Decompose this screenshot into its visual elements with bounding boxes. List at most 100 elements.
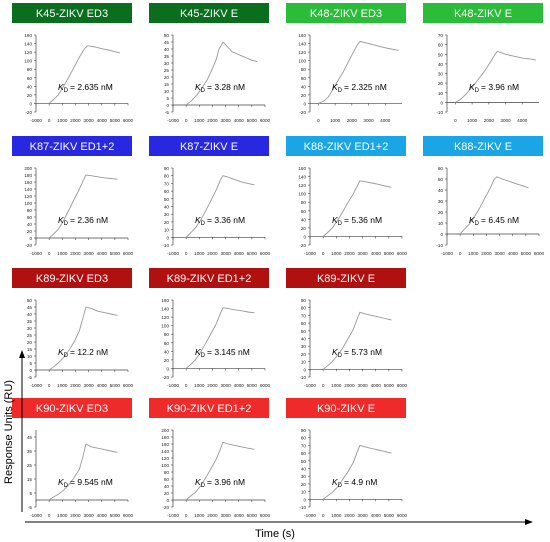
panel-title: K45-ZIKV ED3	[36, 8, 108, 20]
kd-annotation: KD = 3.36 nM	[195, 215, 245, 227]
y-tick-label: 50	[164, 33, 170, 38]
x-tick-label: 2000	[344, 513, 355, 518]
x-tick-label: 4000	[97, 118, 108, 123]
y-tick-label: 10	[438, 91, 444, 96]
y-tick-label: 40	[301, 84, 307, 89]
x-tick-label: 0	[459, 251, 462, 256]
y-tick-label: 70	[438, 33, 444, 38]
y-tick-label: 30	[164, 61, 170, 66]
y-tick-label: 140	[298, 42, 306, 47]
x-tick-label: 0	[322, 513, 325, 518]
y-tick-label: 70	[301, 313, 307, 318]
y-tick-label: 80	[301, 306, 307, 311]
panel-title: K90-ZIKV ED1+2	[167, 403, 252, 415]
y-tick-label: 0	[29, 101, 32, 106]
y-tick-label: 90	[301, 298, 307, 303]
y-tick-label: 50	[164, 197, 170, 202]
y-tick-label: 80	[164, 332, 170, 337]
x-tick-label: 0	[48, 383, 51, 388]
y-tick-label: 180	[161, 435, 169, 440]
x-tick-label: 4000	[234, 383, 245, 388]
x-tick-label: 4000	[371, 383, 382, 388]
y-tick-label: 120	[24, 194, 32, 199]
x-tick-label: 4000	[517, 118, 528, 123]
y-tick-label: 40	[164, 47, 170, 52]
panel-title: K89-ZIKV E	[317, 273, 375, 285]
y-tick-label: 35	[27, 319, 33, 324]
x-tick-label: 4000	[97, 251, 108, 256]
x-tick-label: 0	[185, 118, 188, 123]
panel-title: K48-ZIKV E	[454, 8, 512, 20]
y-tick-label: 5	[166, 96, 169, 101]
binding-curve	[185, 307, 255, 369]
y-tick-label: 15	[27, 347, 33, 352]
x-tick-label: 1000	[331, 383, 342, 388]
y-tick-label: 160	[298, 166, 306, 171]
x-tick-label: 6000	[123, 383, 134, 388]
y-tick-label: -5	[28, 375, 33, 380]
y-tick-label: 120	[161, 315, 169, 320]
kd-annotation: KD = 5.36 nM	[332, 215, 382, 227]
y-tick-label: -20	[162, 375, 169, 380]
y-tick-label: 30	[438, 72, 444, 77]
x-tick-label: 6000	[534, 251, 545, 256]
x-tick-label: 5000	[247, 383, 258, 388]
x-tick-label: 6000	[397, 513, 408, 518]
x-tick-label: 3000	[220, 513, 231, 518]
x-tick-label: 3000	[363, 118, 374, 123]
y-tick-label: -5	[165, 110, 170, 115]
y-tick-label: 70	[301, 443, 307, 448]
y-tick-label: 30	[301, 344, 307, 349]
panel-header	[12, 398, 132, 418]
y-tick-label: 80	[301, 436, 307, 441]
x-tick-label: 5000	[110, 513, 121, 518]
y-tick-label: 30	[27, 326, 33, 331]
x-tick-label: -1000	[30, 251, 42, 256]
kd-annotation: KD = 3.96 nM	[195, 477, 245, 489]
y-tick-label: -20	[162, 505, 169, 510]
kd-annotation: KD = 2.635 nM	[58, 82, 113, 94]
y-tick-label: 60	[301, 209, 307, 214]
x-tick-label: 3000	[83, 383, 94, 388]
panel-title: K87-ZIKV ED1+2	[30, 141, 115, 153]
kd-annotation: KD = 6.45 nM	[469, 215, 519, 227]
panel-title: K48-ZIKV ED3	[310, 8, 382, 20]
x-tick-label: 1000	[57, 251, 68, 256]
y-tick-label: 35	[164, 54, 170, 59]
x-tick-label: 1000	[331, 513, 342, 518]
y-tick-label: 120	[298, 183, 306, 188]
x-tick-label: 2000	[207, 513, 218, 518]
y-tick-label: 15	[27, 477, 33, 482]
x-tick-label: 1000	[194, 251, 205, 256]
x-tick-label: -1000	[441, 251, 453, 256]
x-tick-label: -1000	[167, 251, 179, 256]
y-tick-label: -10	[436, 110, 443, 115]
kd-annotation: KD = 3.28 nM	[195, 82, 245, 94]
binding-curve	[48, 45, 121, 104]
y-tick-label: 120	[24, 50, 32, 55]
x-tick-label: 0	[185, 251, 188, 256]
x-tick-label: 6000	[260, 513, 271, 518]
x-tick-label: 1000	[194, 513, 205, 518]
y-tick-label: 160	[24, 33, 32, 38]
panel-header	[286, 3, 406, 23]
y-tick-label: 60	[301, 76, 307, 81]
x-tick-label: 4000	[508, 251, 519, 256]
x-tick-label: 3000	[83, 118, 94, 123]
kd-annotation: KD = 4.9 nM	[332, 477, 377, 489]
y-tick-label: 50	[27, 298, 33, 303]
x-tick-label: 4000	[97, 383, 108, 388]
panel: K89-ZIKV E -10 0 10 20 30 40 50 60 70 80 90 -1000 0 10…	[286, 268, 408, 388]
y-tick-label: 40	[164, 349, 170, 354]
y-tick-label: 100	[24, 201, 32, 206]
y-tick-label: 20	[438, 81, 444, 86]
y-tick-label: 0	[29, 236, 32, 241]
y-tick-label: 50	[301, 459, 307, 464]
y-tick-label: 40	[27, 222, 33, 227]
y-tick-label: 180	[24, 173, 32, 178]
x-tick-label: 4000	[371, 513, 382, 518]
kd-annotation: KD = 12.2 nM	[58, 347, 108, 359]
panel-header	[149, 3, 269, 23]
y-tick-label: 140	[298, 175, 306, 180]
kd-annotation: KD = 5.73 nM	[332, 347, 382, 359]
